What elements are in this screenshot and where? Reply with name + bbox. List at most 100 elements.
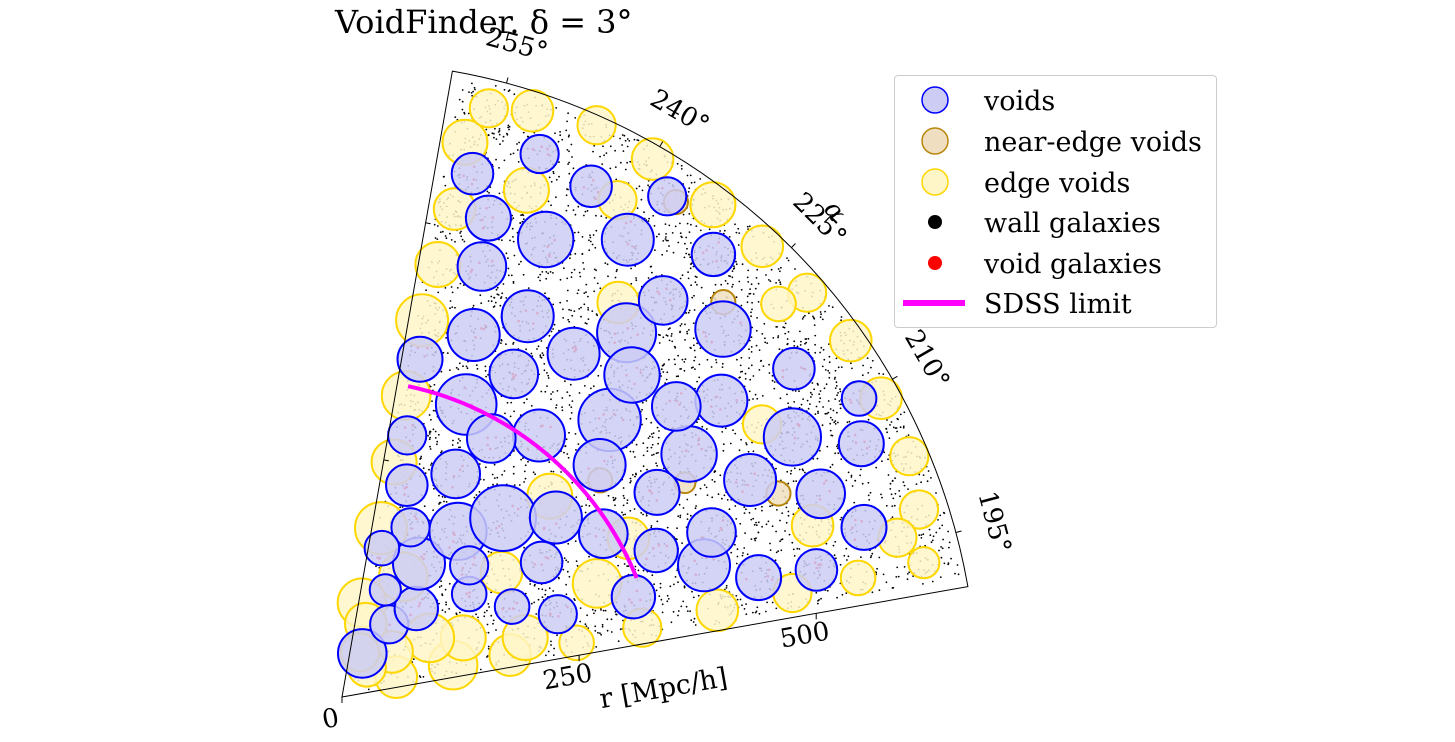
wall-galaxy xyxy=(819,311,822,313)
wall-galaxy xyxy=(591,310,594,312)
wall-galaxy xyxy=(584,210,587,213)
wall-galaxy xyxy=(777,336,779,339)
wall-galaxy xyxy=(571,314,574,317)
wall-galaxy xyxy=(626,502,629,504)
voids-circle xyxy=(837,420,885,468)
wall-galaxy xyxy=(460,230,462,233)
voids-circle xyxy=(528,490,583,545)
wall-galaxy xyxy=(807,348,810,351)
wall-galaxy xyxy=(627,565,630,567)
wall-galaxy xyxy=(457,438,460,440)
wall-galaxy xyxy=(540,340,543,342)
wall-galaxy xyxy=(701,425,704,428)
wall-galaxy xyxy=(779,519,781,522)
voids-circle xyxy=(430,448,482,500)
wall-galaxy xyxy=(587,318,590,320)
wall-galaxy xyxy=(851,367,853,370)
wall-galaxy xyxy=(822,348,825,351)
wall-galaxy xyxy=(570,309,572,312)
wall-galaxy xyxy=(937,519,939,521)
wall-galaxy xyxy=(737,227,740,230)
wall-galaxy xyxy=(479,294,482,297)
wall-galaxy xyxy=(683,256,686,259)
wall-galaxy xyxy=(810,396,812,398)
r-tick xyxy=(383,459,389,462)
wall-galaxy xyxy=(495,629,497,631)
wall-galaxy xyxy=(636,207,639,210)
wall-galaxy xyxy=(680,605,683,608)
wall-galaxy xyxy=(672,251,675,254)
wall-galaxy xyxy=(723,494,726,497)
wall-galaxy xyxy=(504,412,506,415)
wall-galaxy xyxy=(593,494,596,496)
wall-galaxy xyxy=(550,180,553,183)
wall-galaxy xyxy=(680,323,683,325)
wall-galaxy xyxy=(726,499,729,501)
wall-galaxy xyxy=(693,344,695,347)
wall-galaxy xyxy=(684,242,686,245)
wall-galaxy xyxy=(568,161,570,164)
wall-galaxy xyxy=(817,600,819,602)
wall-galaxy xyxy=(512,240,515,243)
wall-galaxy xyxy=(815,591,818,594)
wall-galaxy xyxy=(834,452,837,455)
wall-galaxy xyxy=(728,236,731,238)
wall-galaxy xyxy=(834,423,837,425)
wall-galaxy xyxy=(750,283,753,286)
wall-galaxy xyxy=(777,335,780,337)
wall-galaxy xyxy=(567,163,569,166)
wall-galaxy xyxy=(827,369,830,372)
voids-circle xyxy=(390,507,431,548)
wall-galaxy xyxy=(490,295,493,298)
wall-galaxy xyxy=(601,625,604,628)
wall-galaxy xyxy=(487,134,490,136)
wall-galaxy xyxy=(689,174,692,177)
wall-galaxy xyxy=(566,391,569,393)
wall-galaxy xyxy=(790,469,793,472)
wall-galaxy xyxy=(651,271,653,274)
wall-galaxy xyxy=(635,279,638,282)
wall-galaxy xyxy=(438,503,440,505)
r-tick-label: 500 xyxy=(778,616,832,654)
wall-galaxy xyxy=(840,319,842,322)
wall-galaxy xyxy=(399,506,402,508)
wall-galaxy xyxy=(878,556,881,559)
wall-galaxy xyxy=(487,603,490,605)
wall-galaxy xyxy=(875,571,878,574)
wall-galaxy xyxy=(758,612,761,615)
wall-galaxy xyxy=(641,423,643,426)
wall-galaxy xyxy=(869,491,872,494)
wall-galaxy xyxy=(569,417,572,420)
wall-galaxy xyxy=(583,268,585,270)
wall-galaxy xyxy=(681,542,683,544)
wall-galaxy xyxy=(667,239,669,242)
wall-galaxy xyxy=(525,348,527,351)
wall-galaxy xyxy=(748,357,751,359)
wall-galaxy xyxy=(942,511,945,514)
wall-galaxy xyxy=(931,539,934,542)
theta-tick xyxy=(506,77,509,84)
wall-galaxy xyxy=(889,482,892,485)
wall-galaxy xyxy=(440,585,443,587)
wall-galaxy xyxy=(550,644,552,646)
wall-galaxy xyxy=(930,477,932,479)
wall-galaxy xyxy=(567,456,570,459)
wall-galaxy xyxy=(427,434,429,437)
wall-galaxy xyxy=(734,505,737,507)
wall-galaxy xyxy=(488,192,490,194)
wall-galaxy xyxy=(750,538,753,540)
wall-galaxy xyxy=(690,347,692,349)
wall-galaxy xyxy=(906,573,909,575)
wall-galaxy xyxy=(576,565,579,567)
wall-galaxy xyxy=(679,514,682,517)
wall-galaxy xyxy=(777,268,780,270)
edge-voids-circle xyxy=(468,88,509,129)
wall-galaxy xyxy=(814,334,817,337)
wall-galaxy xyxy=(746,301,749,304)
wall-galaxy xyxy=(541,588,544,591)
theta-tick-label: 210° xyxy=(898,325,955,394)
wall-galaxy xyxy=(779,283,782,285)
wall-galaxy xyxy=(890,493,893,496)
wall-galaxy xyxy=(814,343,816,346)
wall-galaxy xyxy=(885,428,888,430)
